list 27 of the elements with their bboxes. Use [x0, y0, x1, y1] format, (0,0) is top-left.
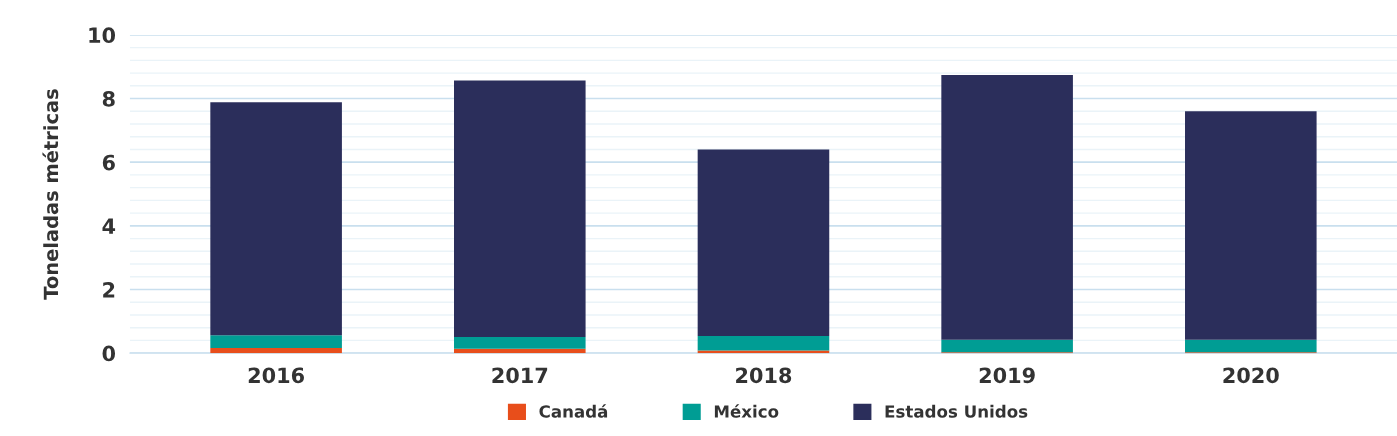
- legend-label: México: [714, 404, 779, 418]
- legend-label: Canadá: [539, 404, 608, 418]
- bar: [454, 336, 586, 349]
- bar: [454, 80, 586, 337]
- bar: [210, 348, 342, 354]
- bar: [1185, 339, 1317, 353]
- x-tick-label: 2018: [736, 367, 792, 384]
- y-tick-label: 2: [103, 281, 115, 298]
- bar: [210, 102, 342, 336]
- x-tick-label: 2020: [1223, 367, 1279, 384]
- bar: [697, 149, 830, 336]
- y-axis-title: Toneladas métricas: [42, 89, 59, 300]
- bar: [454, 348, 586, 354]
- bar: [1185, 111, 1317, 340]
- legend-label: Estados Unidos: [885, 404, 1028, 418]
- x-tick-label: 2017: [492, 367, 548, 384]
- y-tick-label: 10: [89, 27, 116, 44]
- y-tick-label: 6: [102, 154, 115, 171]
- y-tick-label: 0: [102, 345, 116, 362]
- bar: [697, 335, 830, 351]
- bar: [210, 335, 342, 349]
- y-tick-label: 8: [102, 90, 115, 107]
- bar: [941, 339, 1073, 353]
- x-tick-label: 2016: [248, 367, 304, 384]
- x-tick-label: 2019: [979, 367, 1035, 384]
- bar: [941, 74, 1073, 340]
- y-tick-label: 4: [102, 218, 116, 234]
